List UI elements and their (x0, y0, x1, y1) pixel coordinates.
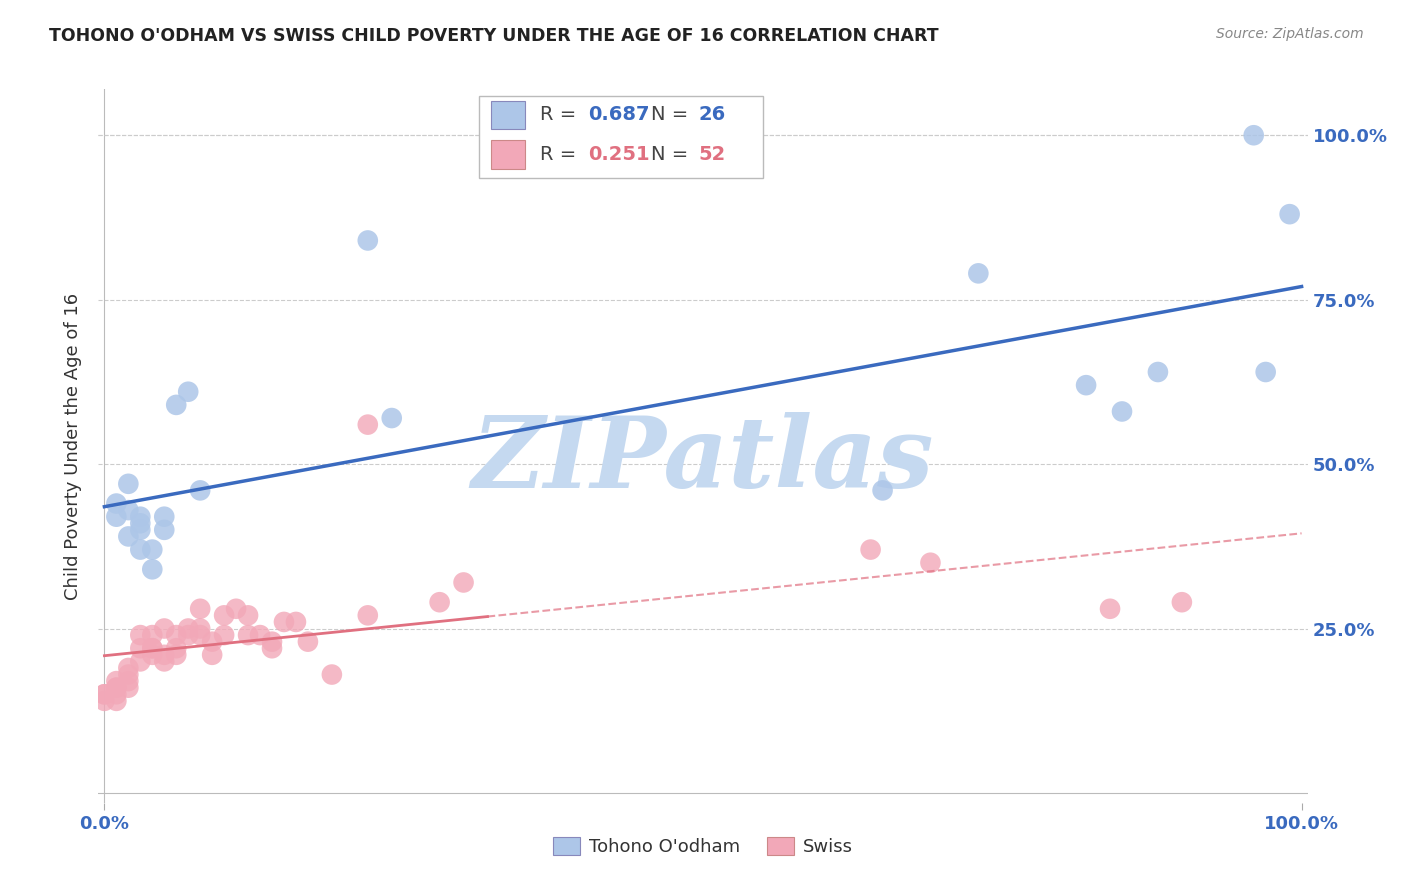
Point (129, 628, 152, 642)
Point (129, 654, 152, 668)
Point (153, 654, 176, 668)
Point (129, 542, 152, 557)
Point (141, 542, 163, 557)
Point (321, 667, 343, 681)
Point (117, 661, 139, 675)
Text: 26: 26 (699, 105, 725, 124)
Point (453, 575, 475, 590)
Y-axis label: Child Poverty Under the Age of 16: Child Poverty Under the Age of 16 (65, 293, 83, 599)
Point (225, 601, 247, 615)
Point (153, 648, 176, 662)
Point (1171, 595, 1194, 609)
FancyBboxPatch shape (479, 96, 763, 178)
Point (1243, 128, 1265, 143)
Text: R =: R = (540, 145, 576, 164)
Point (141, 641, 163, 656)
Point (165, 641, 187, 656)
Point (1074, 378, 1097, 392)
Point (129, 641, 152, 656)
Point (93, 687, 115, 701)
Point (93, 694, 115, 708)
Point (177, 622, 200, 636)
Text: N =: N = (651, 105, 689, 124)
Point (260, 634, 283, 648)
Point (177, 628, 200, 642)
Point (117, 529, 139, 543)
Point (1099, 601, 1122, 615)
Legend: Tohono O'odham, Swiss: Tohono O'odham, Swiss (544, 828, 862, 865)
Point (188, 601, 211, 615)
Point (357, 608, 380, 623)
Point (117, 667, 139, 681)
Point (188, 628, 211, 642)
Point (129, 516, 152, 531)
Point (1254, 365, 1277, 379)
Point (105, 497, 128, 511)
Point (297, 634, 319, 648)
Point (1147, 365, 1170, 379)
Point (165, 628, 187, 642)
Point (105, 681, 128, 695)
Point (141, 648, 163, 662)
Point (381, 411, 404, 425)
Text: TOHONO O'ODHAM VS SWISS CHILD POVERTY UNDER THE AGE OF 16 CORRELATION CHART: TOHONO O'ODHAM VS SWISS CHILD POVERTY UN… (49, 27, 939, 45)
Point (967, 266, 990, 280)
Point (188, 483, 211, 498)
Point (284, 615, 307, 629)
FancyBboxPatch shape (492, 140, 526, 169)
Point (141, 562, 163, 576)
Point (212, 608, 235, 623)
Point (129, 509, 152, 524)
Point (1111, 404, 1133, 418)
Point (201, 648, 224, 662)
Point (236, 628, 259, 642)
Point (165, 648, 187, 662)
Text: 52: 52 (699, 145, 725, 164)
Point (105, 681, 128, 695)
Point (260, 641, 283, 656)
Point (117, 674, 139, 689)
Text: R =: R = (540, 105, 576, 124)
Point (273, 615, 295, 629)
Point (249, 628, 271, 642)
Point (93, 687, 115, 701)
Point (357, 234, 380, 248)
Text: 0.251: 0.251 (588, 145, 650, 164)
Point (177, 384, 200, 399)
Point (105, 694, 128, 708)
Point (153, 509, 176, 524)
Point (105, 674, 128, 689)
Point (1278, 207, 1301, 221)
Point (920, 556, 942, 570)
Point (429, 595, 451, 609)
Point (129, 523, 152, 537)
Text: 0.687: 0.687 (588, 105, 650, 124)
Point (236, 608, 259, 623)
FancyBboxPatch shape (492, 101, 526, 129)
Point (357, 417, 380, 432)
Point (117, 503, 139, 517)
Text: Source: ZipAtlas.com: Source: ZipAtlas.com (1216, 27, 1364, 41)
Point (201, 634, 224, 648)
Point (188, 622, 211, 636)
Point (212, 628, 235, 642)
Point (105, 509, 128, 524)
Point (153, 523, 176, 537)
Point (105, 687, 128, 701)
Point (872, 483, 894, 498)
Point (153, 622, 176, 636)
Point (117, 476, 139, 491)
Point (117, 681, 139, 695)
Text: N =: N = (651, 145, 689, 164)
Point (141, 641, 163, 656)
Point (141, 628, 163, 642)
Text: ZIPatlas: ZIPatlas (472, 412, 934, 508)
Point (859, 542, 882, 557)
Point (165, 398, 187, 412)
